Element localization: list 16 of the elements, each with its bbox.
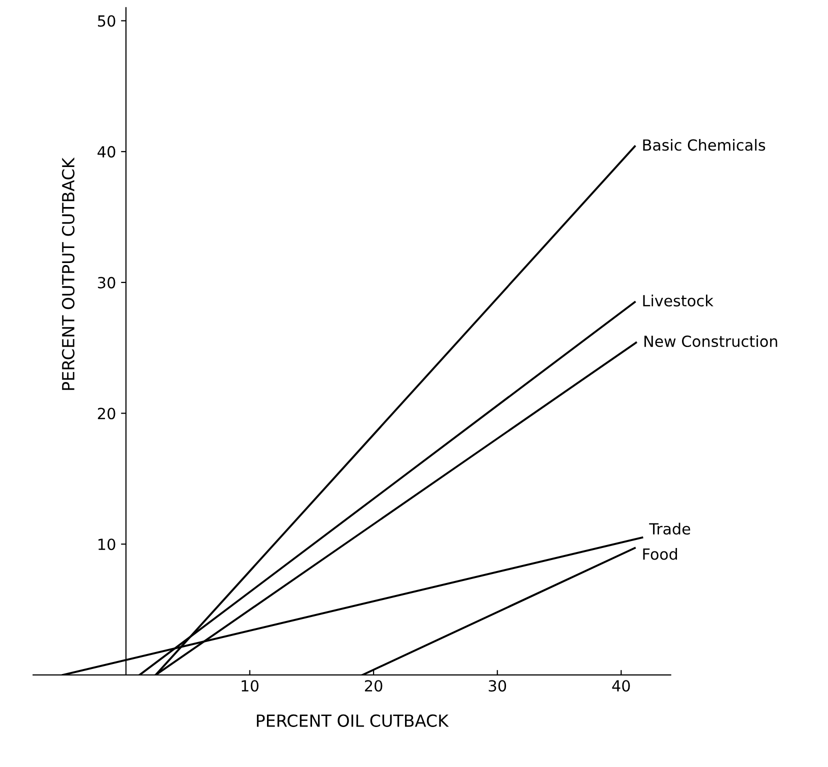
y-tick-label: 10 [98, 538, 116, 550]
y-tick-label: 20 [98, 408, 116, 420]
series-label: Trade [649, 522, 690, 535]
x-tick-label: 30 [488, 680, 506, 692]
x-tick-label: 10 [242, 680, 258, 692]
series-label: Livestock [643, 294, 714, 306]
x-axis-title: PERCENT OIL CUTBACK [256, 714, 449, 727]
y-tick-label: 40 [98, 146, 116, 158]
y-axis-title: PERCENT OUTPUT CUTBACK [62, 157, 75, 390]
y-tick-label: 50 [98, 15, 116, 27]
y-tick-label: 30 [98, 276, 116, 288]
series-label: Basic Chemicals [643, 138, 766, 151]
x-tick-label: 40 [612, 680, 630, 692]
series-label: Food [643, 548, 677, 560]
x-tick-label: 20 [364, 680, 382, 692]
series-label: New Construction [644, 335, 778, 348]
